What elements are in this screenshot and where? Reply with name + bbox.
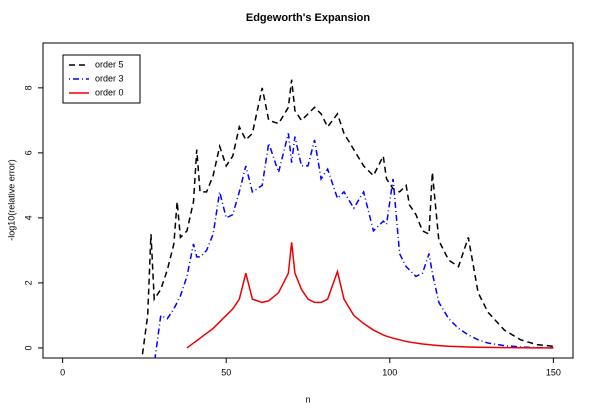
x-tick-label: 50 — [221, 367, 231, 377]
line-series — [186, 242, 554, 349]
chart-title: Edgeworth's Expansion — [246, 12, 371, 24]
y-tick-label: 4 — [23, 215, 33, 220]
y-axis-label: -log10(relative error) — [6, 159, 16, 241]
x-axis-label: n — [305, 394, 310, 404]
y-tick-label: 6 — [23, 150, 33, 155]
legend-label: order 0 — [95, 87, 124, 97]
x-tick-label: 0 — [60, 367, 65, 377]
y-tick-label: 8 — [23, 85, 33, 90]
line-series — [141, 79, 554, 358]
legend-box — [62, 54, 141, 104]
legend-label: order 5 — [95, 59, 124, 69]
x-tick-label: 100 — [382, 367, 397, 377]
y-tick-label: 2 — [23, 280, 33, 285]
plot-frame — [42, 42, 574, 359]
y-tick-label: 0 — [23, 345, 33, 350]
plot-area — [141, 79, 554, 358]
x-tick-label: 150 — [546, 367, 561, 377]
legend-label: order 3 — [95, 73, 124, 83]
line-series — [154, 133, 554, 358]
